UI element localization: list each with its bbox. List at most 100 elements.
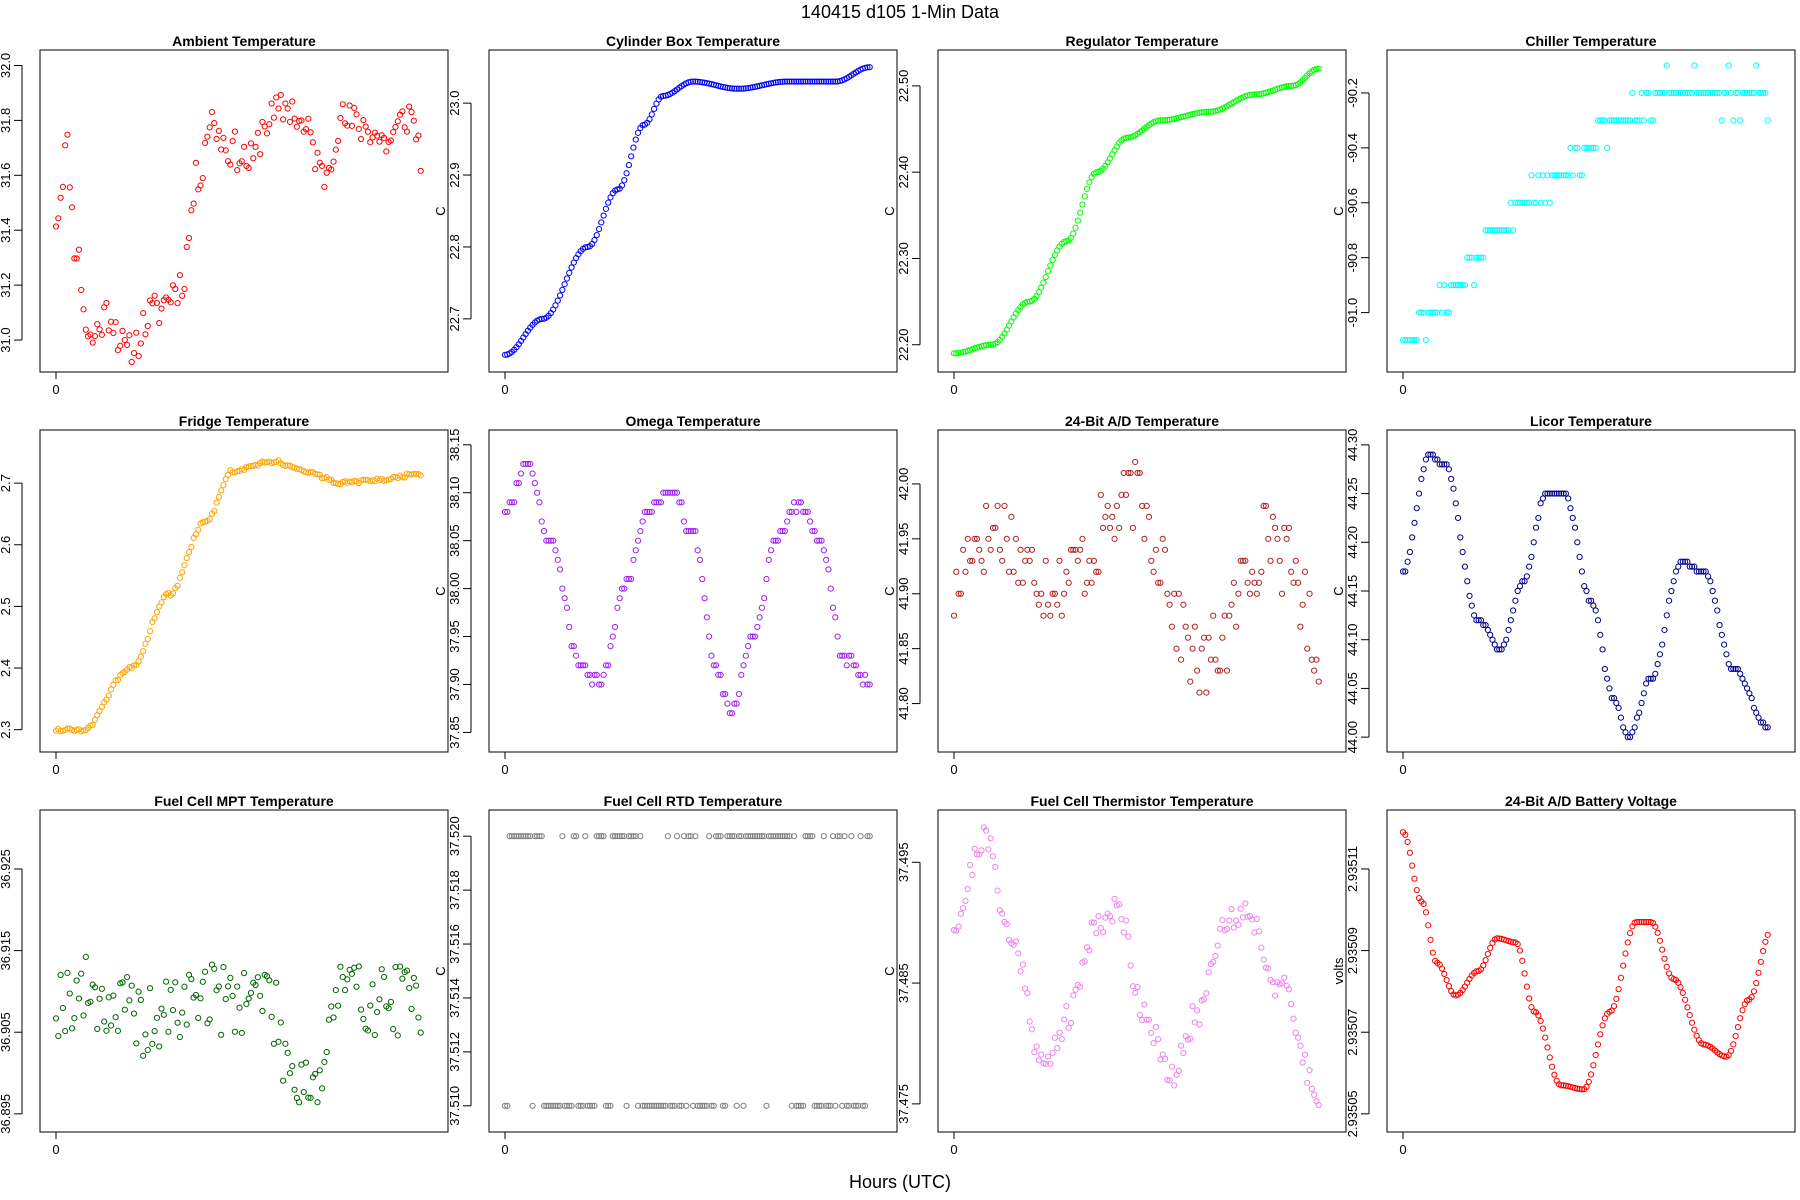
data-point (989, 524, 997, 531)
data-point (68, 204, 76, 211)
data-point (724, 700, 731, 707)
y-axis-label: C (882, 966, 897, 975)
data-point (1425, 309, 1432, 316)
data-point (213, 499, 220, 506)
data-point (247, 989, 255, 996)
y-tick-label: 41.80 (896, 687, 911, 720)
data-point (1755, 969, 1762, 976)
data-point (651, 499, 658, 506)
data-point (829, 833, 837, 840)
data-point (852, 1102, 860, 1109)
data-point (1228, 601, 1235, 608)
data-point (64, 969, 71, 976)
data-point (215, 127, 222, 135)
data-point (1070, 230, 1077, 237)
data-point (1304, 1079, 1311, 1086)
data-point (1138, 502, 1146, 509)
data-point (199, 978, 206, 985)
data-point (1670, 578, 1677, 585)
y-axis-label: C (882, 206, 897, 215)
data-point (158, 305, 165, 312)
data-point (1560, 490, 1567, 497)
data-point (1038, 284, 1045, 291)
data-point (511, 499, 518, 506)
data-point (284, 105, 291, 112)
data-point (279, 1077, 287, 1084)
data-point (712, 833, 720, 840)
data-point (529, 470, 536, 477)
data-point (1111, 895, 1118, 903)
data-point (1129, 524, 1137, 531)
data-point (788, 1102, 795, 1109)
data-point (112, 677, 119, 684)
data-point (825, 1102, 832, 1109)
data-point (1496, 646, 1503, 653)
data-point (989, 853, 997, 860)
data-point (1035, 1057, 1042, 1064)
panel-title: Cylinder Box Temperature (606, 33, 780, 49)
data-point (1636, 918, 1643, 926)
data-point (717, 833, 724, 840)
data-point (1448, 475, 1455, 483)
data-point (742, 833, 749, 840)
data-point (197, 182, 204, 189)
data-point (855, 1102, 862, 1109)
data-point (1145, 513, 1153, 520)
data-point (1413, 505, 1420, 512)
y-tick-label: 2.7 (0, 474, 13, 492)
data-point (618, 833, 626, 840)
data-point (1058, 1035, 1065, 1043)
figure-x-axis-title: Hours (UTC) (849, 1172, 951, 1192)
data-point (983, 342, 990, 349)
y-tick-label: 36.895 (0, 1094, 13, 1134)
data-point (593, 833, 600, 840)
data-point (618, 585, 626, 592)
data-point (1242, 900, 1249, 907)
data-point (1686, 89, 1693, 97)
data-point (215, 983, 222, 990)
data-point (1429, 309, 1436, 316)
data-point (1532, 199, 1540, 206)
data-point (128, 982, 135, 989)
data-point (1553, 172, 1560, 179)
data-point (1571, 144, 1579, 151)
data-point (1723, 89, 1730, 97)
panel-10: Fuel Cell RTD Temperature37.51037.51237.… (433, 793, 898, 1157)
data-point (1553, 490, 1560, 497)
data-point (105, 692, 112, 699)
data-point (1450, 485, 1457, 492)
data-point (1411, 875, 1418, 882)
data-point (811, 78, 818, 85)
data-point (547, 537, 554, 544)
data-point (188, 976, 195, 983)
data-point (52, 223, 60, 230)
data-point (1457, 534, 1464, 541)
data-point (1031, 579, 1038, 586)
data-point (820, 547, 827, 554)
data-point (135, 658, 142, 665)
data-point (1677, 558, 1684, 565)
data-point (1438, 309, 1446, 316)
data-point (1597, 631, 1604, 638)
data-point (1246, 590, 1254, 597)
panels-group: Ambient Temperature31.031.231.431.631.83… (0, 33, 1796, 1157)
data-point (403, 967, 411, 974)
data-point (1102, 513, 1109, 520)
x-tick-label: 0 (950, 762, 957, 777)
data-point (1718, 117, 1725, 124)
data-point (1120, 469, 1127, 477)
data-point (639, 1102, 646, 1109)
data-point (767, 833, 775, 840)
data-point (605, 199, 612, 206)
data-point (1026, 1018, 1033, 1025)
data-point (1138, 1017, 1146, 1024)
data-point (1203, 108, 1210, 115)
data-point (820, 833, 827, 840)
data-point (1441, 970, 1448, 978)
data-point (135, 988, 142, 995)
data-point (639, 518, 646, 525)
data-point (234, 167, 241, 174)
data-point (848, 833, 855, 840)
data-point (820, 78, 827, 85)
data-point (1134, 984, 1141, 991)
